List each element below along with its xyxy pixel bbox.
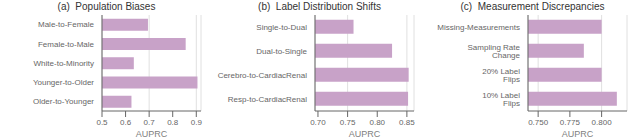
svg-text:Male-to-Female: Male-to-Female	[38, 20, 95, 29]
svg-text:Single-to-Dual: Single-to-Dual	[256, 23, 307, 32]
svg-text:0.9: 0.9	[191, 118, 203, 127]
svg-text:Sampling RateChange: Sampling RateChange	[468, 43, 521, 60]
svg-text:Older-to-Younger: Older-to-Younger	[33, 97, 94, 106]
svg-text:20% LabelFlips: 20% LabelFlips	[482, 67, 520, 84]
svg-text:0.750: 0.750	[528, 118, 549, 127]
svg-text:0.6: 0.6	[120, 118, 132, 127]
svg-text:Missing-Measurements: Missing-Measurements	[437, 23, 520, 32]
svg-text:0.80: 0.80	[369, 118, 385, 127]
svg-text:0.85: 0.85	[399, 118, 415, 127]
svg-text:10% LabelFlips: 10% LabelFlips	[482, 91, 520, 108]
svg-text:0.775: 0.775	[560, 118, 581, 127]
html-text:(c) Measurement Discrepancies: (c) Measurement Discrepancies	[460, 1, 605, 12]
svg-text:Female-to-Male: Female-to-Male	[38, 40, 95, 49]
html-text:(b) Label Distribution Shifts: (b) Label Distribution Shifts	[258, 1, 381, 12]
svg-text:Resp-to-CardiacRenal: Resp-to-CardiacRenal	[228, 95, 307, 104]
svg-text:0.7: 0.7	[144, 118, 156, 127]
svg-text:0.75: 0.75	[340, 118, 356, 127]
svg-text:AUPRC: AUPRC	[562, 129, 594, 137]
svg-text:White-to-Minority: White-to-Minority	[34, 59, 94, 68]
html-text:(a) Population Biases: (a) Population Biases	[57, 1, 156, 12]
svg-text:0.800: 0.800	[592, 118, 613, 127]
svg-text:Dual-to-Single: Dual-to-Single	[256, 47, 307, 56]
svg-text:Younger-to-Older: Younger-to-Older	[33, 78, 94, 87]
svg-text:Cerebro-to-CardiacRenal: Cerebro-to-CardiacRenal	[218, 71, 308, 80]
svg-text:0.8: 0.8	[167, 118, 179, 127]
svg-text:0.70: 0.70	[310, 118, 326, 127]
svg-text:AUPRC: AUPRC	[349, 129, 381, 137]
svg-text:AUPRC: AUPRC	[136, 129, 168, 137]
svg-text:0.5: 0.5	[96, 118, 108, 127]
